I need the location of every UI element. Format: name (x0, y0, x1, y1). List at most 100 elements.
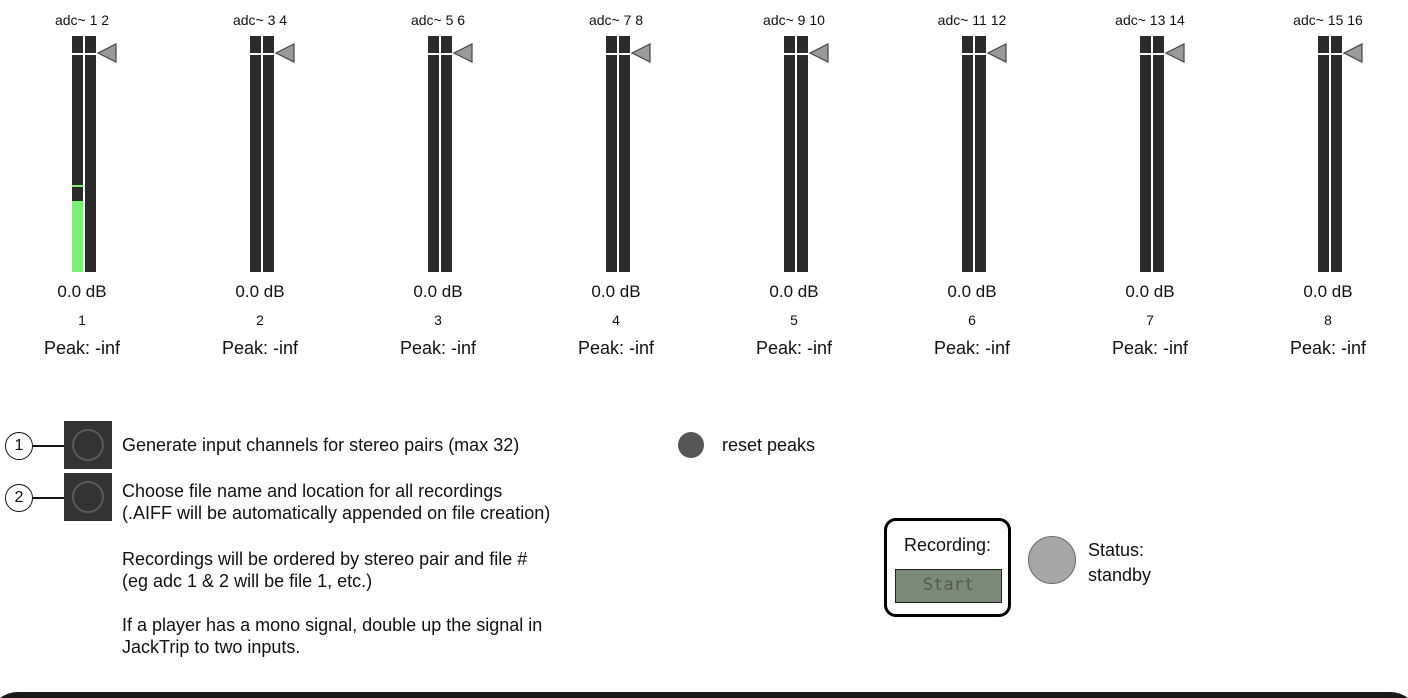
step-2-badge: 2 (5, 484, 33, 512)
meter-left (428, 36, 439, 272)
gain-db-readout: 0.0 dB (947, 282, 997, 301)
status-label: Status: (1088, 540, 1145, 560)
channel-title: adc~ 11 12 (937, 12, 1007, 28)
meter-left (72, 36, 83, 272)
step-1-text: Generate input channels for stereo pairs… (122, 435, 520, 455)
peak-readout: Peak: -inf (755, 338, 833, 358)
meter-right (1331, 36, 1342, 272)
channel-strip-3: adc~ 5 6 0.0 dB 3 Peak: -inf (378, 0, 498, 370)
step-2-text-line2: (.AIFF will be automatically appended on… (122, 503, 551, 523)
meter-clip-divider (797, 53, 808, 55)
meter-clip-divider (606, 53, 617, 55)
channel-number: 7 (1146, 312, 1154, 328)
gain-db-readout: 0.0 dB (235, 282, 285, 301)
step-2-connector (33, 497, 65, 499)
choose-file-bang[interactable] (64, 473, 112, 521)
meter-right (263, 36, 274, 272)
meter-clip-divider (1331, 53, 1342, 55)
step-2-text-line1: Choose file name and location for all re… (122, 481, 503, 501)
peak-readout: Peak: -inf (1289, 338, 1367, 358)
meter-right (619, 36, 630, 272)
triangle-left-icon[interactable] (96, 42, 118, 64)
triangle-left-icon[interactable] (452, 42, 474, 64)
recording-panel: Recording: Start (884, 518, 1011, 617)
note-ordering-line1: Recordings will be ordered by stereo pai… (122, 549, 528, 569)
channel-number: 5 (790, 312, 798, 328)
peak-readout: Peak: -inf (933, 338, 1011, 358)
gain-db-readout: 0.0 dB (591, 282, 641, 301)
level-meter (1140, 36, 1164, 272)
meter-left (1318, 36, 1329, 272)
step-1-connector (33, 445, 65, 447)
channel-number: 4 (612, 312, 620, 328)
meter-clip-divider (1140, 53, 1151, 55)
recording-label: Recording: (903, 535, 992, 555)
triangle-left-icon[interactable] (986, 42, 1008, 64)
step-1-badge: 1 (5, 432, 33, 460)
triangle-left-icon[interactable] (274, 42, 296, 64)
meter-clip-divider (619, 53, 630, 55)
meter-clip-divider (1318, 53, 1329, 55)
channel-strip-7: adc~ 13 14 0.0 dB 7 Peak: -inf (1090, 0, 1210, 370)
channel-title: adc~ 3 4 (232, 12, 288, 28)
note-mono-line2: JackTrip to two inputs. (122, 637, 301, 657)
meter-left (250, 36, 261, 272)
meter-clip-divider (85, 53, 96, 55)
peak-readout: Peak: -inf (577, 338, 655, 358)
channel-strip-2: adc~ 3 4 0.0 dB 2 Peak: -inf (200, 0, 320, 370)
meter-clip-divider (975, 53, 986, 55)
meter-clip-divider (72, 53, 83, 55)
meter-peak-hold (72, 185, 83, 187)
triangle-left-icon[interactable] (1342, 42, 1364, 64)
channel-title: adc~ 1 2 (54, 12, 110, 28)
bang-circle-icon (72, 481, 104, 513)
meter-clip-divider (441, 53, 452, 55)
bang-circle-icon (72, 429, 104, 461)
meter-right (85, 36, 96, 272)
reset-peaks-label: reset peaks (722, 435, 816, 455)
channel-title: adc~ 9 10 (763, 12, 825, 28)
meter-clip-divider (1153, 53, 1164, 55)
channel-number: 1 (78, 312, 86, 328)
level-meter (1318, 36, 1342, 272)
channel-strip-8: adc~ 15 16 0.0 dB 8 Peak: -inf (1268, 0, 1388, 370)
channel-strip-6: adc~ 11 12 0.0 dB 6 Peak: -inf (912, 0, 1032, 370)
meter-clip-divider (962, 53, 973, 55)
meter-left (962, 36, 973, 272)
meter-left (784, 36, 795, 272)
status-indicator (1028, 536, 1076, 584)
peak-readout: Peak: -inf (43, 338, 121, 358)
channel-strip-1: adc~ 1 2 0.0 dB 1 Peak: -inf (22, 0, 142, 370)
generate-channels-bang[interactable] (64, 421, 112, 469)
triangle-left-icon[interactable] (630, 42, 652, 64)
level-meter (428, 36, 452, 272)
gain-db-readout: 0.0 dB (769, 282, 819, 301)
meter-right (441, 36, 452, 272)
meter-clip-divider (263, 53, 274, 55)
gain-db-readout: 0.0 dB (57, 282, 107, 301)
channel-title: adc~ 5 6 (410, 12, 466, 28)
channel-strip-4: adc~ 7 8 0.0 dB 4 Peak: -inf (556, 0, 676, 370)
meter-clip-divider (784, 53, 795, 55)
start-recording-button[interactable]: Start (895, 569, 1002, 603)
reset-peaks-button[interactable] (678, 432, 704, 458)
window-bottom-edge (0, 692, 1408, 698)
level-meter (606, 36, 630, 272)
channel-strip-5: adc~ 9 10 0.0 dB 5 Peak: -inf (734, 0, 854, 370)
meter-left (606, 36, 617, 272)
channel-number: 3 (434, 312, 442, 328)
meter-left (1140, 36, 1151, 272)
channel-title: adc~ 7 8 (588, 12, 644, 28)
triangle-left-icon[interactable] (808, 42, 830, 64)
channel-title: adc~ 13 14 (1115, 12, 1185, 28)
meter-right (797, 36, 808, 272)
note-mono-line1: If a player has a mono signal, double up… (122, 615, 543, 635)
triangle-left-icon[interactable] (1164, 42, 1186, 64)
meter-clip-divider (250, 53, 261, 55)
level-meter (784, 36, 808, 272)
note-ordering-line2: (eg adc 1 & 2 will be file 1, etc.) (122, 571, 373, 591)
channel-number: 2 (256, 312, 264, 328)
meter-right (975, 36, 986, 272)
level-meter (962, 36, 986, 272)
gain-db-readout: 0.0 dB (1303, 282, 1353, 301)
